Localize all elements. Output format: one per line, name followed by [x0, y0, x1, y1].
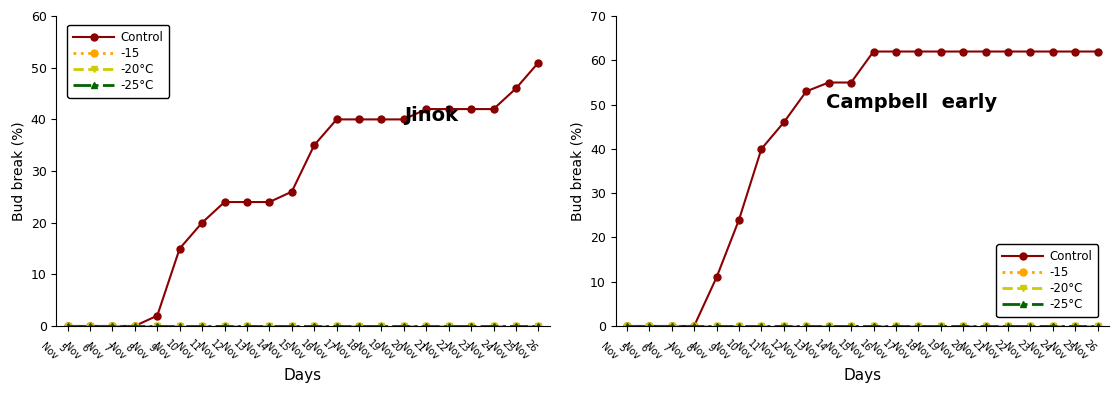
Y-axis label: Bud break (%): Bud break (%): [11, 121, 25, 221]
Legend: Control, -15, -20°C, -25°C: Control, -15, -20°C, -25°C: [996, 244, 1098, 317]
Y-axis label: Bud break (%): Bud break (%): [570, 121, 585, 221]
Text: Jinok: Jinok: [404, 106, 458, 125]
Text: Campbell  early: Campbell early: [827, 93, 997, 112]
Legend: Control, -15, -20°C, -25°C: Control, -15, -20°C, -25°C: [67, 25, 169, 98]
X-axis label: Days: Days: [843, 368, 881, 383]
X-axis label: Days: Days: [284, 368, 323, 383]
